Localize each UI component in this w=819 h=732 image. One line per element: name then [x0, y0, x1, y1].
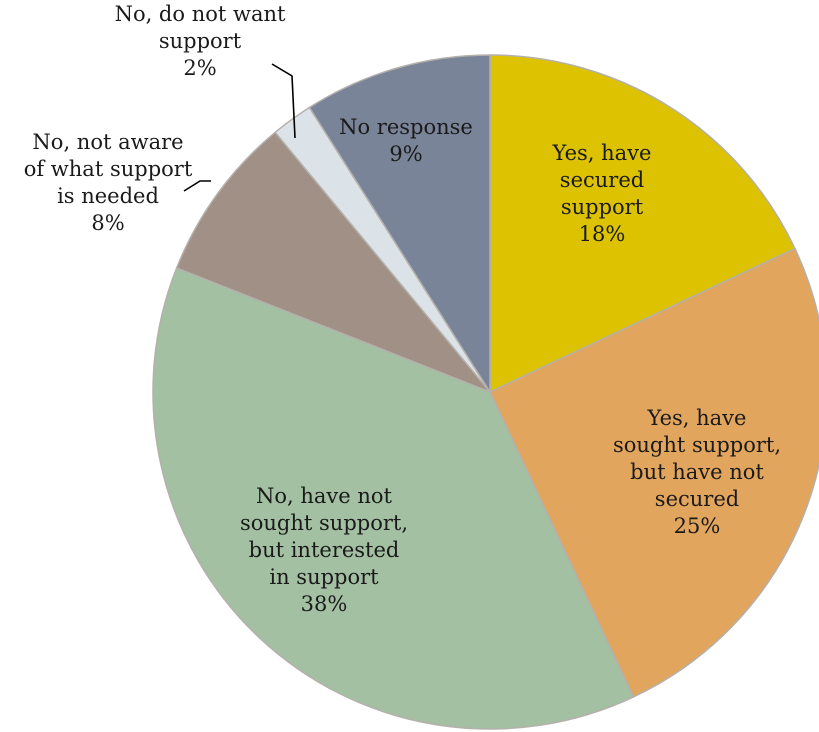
slice-label-line: Yes, have	[552, 141, 652, 165]
slice-label-line: sought support,	[613, 433, 781, 457]
slice-value-label: 38%	[301, 592, 348, 616]
slice-label-line: support	[561, 195, 644, 219]
slice-label-line: sought support,	[240, 511, 408, 535]
slices-layer	[153, 55, 819, 729]
slice-label-line: of what support	[24, 157, 193, 181]
slice-value-label: 18%	[579, 222, 626, 246]
slice-label-no-do-not-want-support: No, do not want support 2%	[115, 2, 286, 80]
slice-label-line: but have not	[630, 460, 764, 484]
slice-label-line: support	[159, 29, 242, 53]
slice-value-label: 2%	[183, 56, 216, 80]
slice-label-line: secured	[560, 168, 644, 192]
slice-value-label: 25%	[674, 514, 721, 538]
slice-label-line: No response	[339, 115, 473, 139]
slice-label-line: Yes, have	[647, 406, 747, 430]
slice-label-line: but interested	[249, 538, 400, 562]
slice-value-label: 8%	[91, 211, 124, 235]
slice-label-line: No, have not	[256, 484, 393, 508]
slice-label-line: is needed	[57, 184, 159, 208]
slice-label-line: No, do not want	[115, 2, 286, 26]
slice-label-line: secured	[655, 487, 739, 511]
slice-label-line: in support	[269, 565, 379, 589]
slice-value-label: 9%	[389, 142, 422, 166]
leader-line-no-not-aware-of-what-support-is-needed	[184, 181, 211, 191]
slice-label-no-not-aware-of-what-support-is-needed: No, not aware of what support is needed 8%	[24, 130, 193, 235]
slice-label-line: No, not aware	[32, 130, 183, 154]
